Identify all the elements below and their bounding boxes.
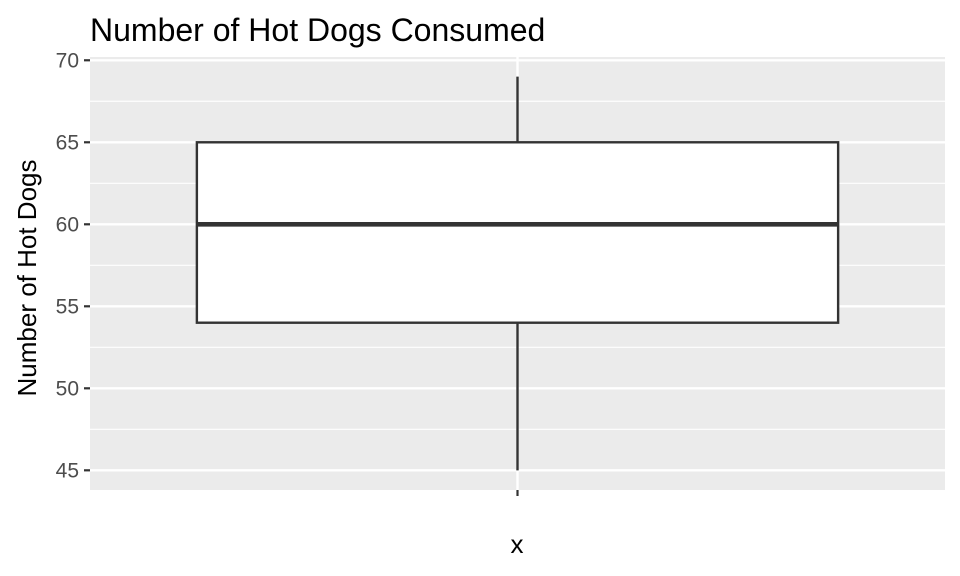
y-tick-label: 65 [56, 131, 79, 154]
box-iqr [195, 141, 840, 324]
y-axis: 45 50 55 60 65 70 [56, 49, 90, 482]
y-tick-label: 70 [56, 49, 79, 72]
y-tick-label: 50 [56, 377, 79, 400]
y-tick-label: 45 [56, 459, 79, 482]
y-tick-label: 60 [56, 213, 79, 236]
boxplot-layer [195, 76, 840, 471]
y-tick-label: 55 [56, 295, 79, 318]
x-axis-title: x [511, 529, 524, 559]
chart-title: Number of Hot Dogs Consumed [90, 12, 545, 48]
y-axis-title: Number of Hot Dogs [12, 160, 42, 397]
